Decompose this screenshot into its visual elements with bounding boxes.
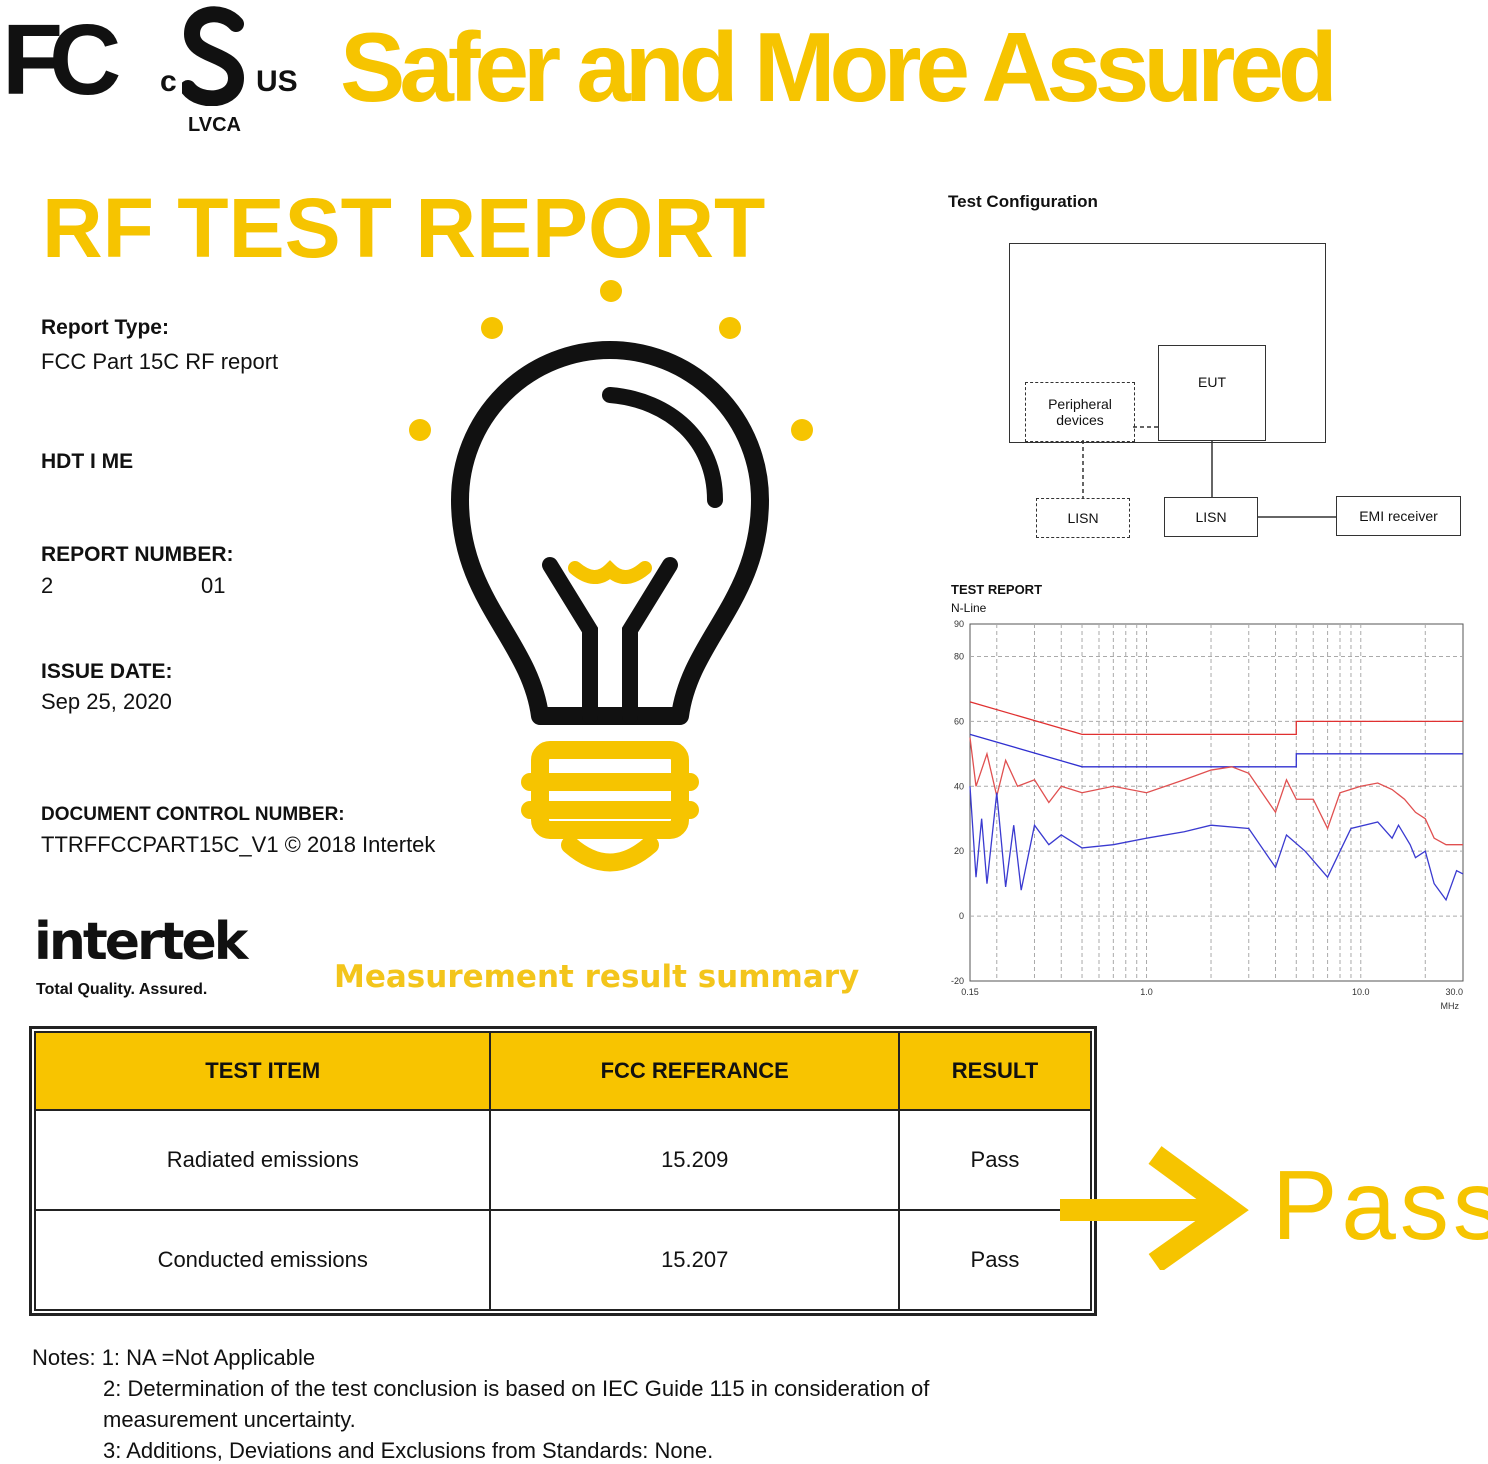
chart-title: TEST REPORT [951,582,1043,597]
tagline: Safer and More Assured [340,12,1338,122]
lightbulb-icon [409,280,813,872]
csa-us: US [256,65,298,98]
cell: Conducted emissions [33,1209,492,1311]
table-row: Conducted emissions 15.207 Pass [33,1209,1093,1311]
intertek-slogan: Total Quality. Assured. [36,981,208,998]
x-tick-label: 0.15 [961,987,979,997]
series-line-1 [969,733,1463,768]
y-tick-label: 90 [954,619,964,629]
summary-table: TEST ITEM FCC REFERANCE RESULT Radiated em… [29,1026,1097,1316]
peripheral-box: Peripheral devices [1025,382,1135,442]
note-3: 3: Additions, Deviations and Exclusions … [103,1438,714,1463]
emi-receiver-box: EMI receiver [1336,496,1461,536]
csa-s-mark-icon [182,6,245,106]
report-type-label: Report Type: [41,316,169,339]
brand: HDT I ME [41,450,134,473]
y-tick-label: 80 [954,651,964,661]
y-tick-label: 0 [959,911,964,921]
csa-c: c [160,65,177,98]
doc-control-value: TTRFFCCPART15C_V1 © 2018 Intertek [41,832,436,857]
y-tick-label: 40 [954,781,964,791]
y-tick-label: 20 [954,846,964,856]
report-number-end: 01 [201,573,226,598]
lisn-box-1: LISN [1036,498,1130,538]
pass-label: Pass [1272,1150,1488,1260]
cell: Pass [897,1209,1093,1311]
config-enclosure [1009,243,1326,443]
series-line-3 [969,786,1464,902]
issue-date-label: ISSUE DATE: [41,660,173,683]
note-1: Notes: 1: NA =Not Applicable [32,1345,316,1370]
report-number-label: REPORT NUMBER: [41,543,234,566]
cell: 15.209 [489,1109,900,1211]
header-result: RESULT [897,1031,1093,1111]
arrow-right-icon [1060,1146,1249,1270]
config-title: Test Configuration [948,192,1098,211]
header-test-item: TEST ITEM [33,1031,492,1111]
csa-logo: c US LVCA [160,6,300,138]
intertek-logo: intertek [34,912,248,972]
note-2b: measurement uncertainty. [103,1407,356,1432]
series-line-2 [969,737,1463,846]
x-tick-label: 30.0 [1445,987,1463,997]
series-line-0 [969,701,1463,735]
note-2: 2: Determination of the test conclusion … [103,1376,930,1401]
issue-date-value: Sep 25, 2020 [41,689,172,714]
fcc-logo: FC [2,4,121,116]
header-fcc-reference: FCC REFERANCE [489,1031,900,1111]
y-tick-label: -20 [951,976,964,986]
report-number-start: 2 [41,573,54,598]
y-tick-label: 60 [954,716,964,726]
csa-lvca: LVCA [188,114,241,136]
cell: 15.207 [489,1209,900,1311]
emission-chart: 90 80 60 40 20 0 -200.15 1.0 10.0 30.0 MHz [951,619,1464,1011]
summary-title: Measurement result summary [334,959,860,995]
report-type-value: FCC Part 15C RF report [41,349,279,374]
chart-subtitle: N-Line [951,601,987,615]
table-row: Radiated emissions 15.209 Pass [33,1109,1093,1211]
report-title: RF TEST REPORT [42,181,766,275]
x-tick-label: 1.0 [1140,987,1153,997]
x-tick-label: 10.0 [1352,987,1370,997]
eut-box: EUT [1158,345,1266,441]
cell: Radiated emissions [33,1109,492,1211]
config-connectors [1082,426,1336,518]
doc-control-label: DOCUMENT CONTROL NUMBER: [41,804,345,825]
cell: Pass [897,1109,1093,1211]
x-axis-label: MHz [1441,1001,1460,1011]
plot-frame [969,623,1464,982]
